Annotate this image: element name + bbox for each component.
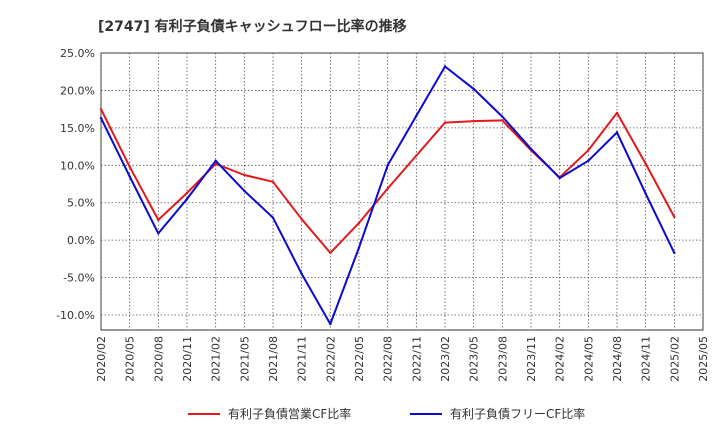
x-tick-label: 2022/11 — [410, 336, 423, 382]
x-tick-label: 2023/02 — [439, 336, 452, 382]
x-tick-label: 2023/05 — [468, 336, 481, 382]
y-axis-ticks: 25.0% 20.0% 15.0% 10.0% 5.0% 0.0% -5.0% -10.0% — [56, 47, 95, 322]
x-tick-label: 2024/08 — [611, 336, 624, 382]
data-point — [415, 154, 418, 157]
x-tick-label: 2025/05 — [697, 336, 710, 382]
data-point — [300, 218, 303, 221]
x-tick-label: 2020/11 — [181, 336, 194, 382]
x-tick-label: 2020/05 — [124, 336, 137, 382]
data-point — [673, 215, 676, 219]
data-point — [472, 87, 475, 91]
x-tick-label: 2024/05 — [582, 336, 595, 382]
x-tick-label: 2021/02 — [210, 336, 223, 382]
data-point — [644, 192, 647, 195]
y-tick-label: 25.0% — [60, 47, 95, 60]
x-tick-label: 2020/08 — [152, 336, 165, 382]
data-point — [673, 251, 676, 255]
data-point — [128, 175, 131, 178]
grid — [100, 52, 704, 330]
y-tick-label: 20.0% — [60, 84, 95, 97]
y-tick-label: 5.0% — [67, 197, 95, 210]
x-tick-label: 2022/05 — [353, 336, 366, 382]
data-point — [329, 322, 332, 326]
x-tick-label: 2021/11 — [296, 336, 309, 382]
data-point — [587, 149, 590, 152]
data-point — [128, 165, 131, 168]
x-tick-label: 2021/08 — [267, 336, 280, 382]
data-point — [214, 159, 217, 163]
data-point — [357, 246, 361, 249]
data-point — [615, 131, 619, 134]
data-point — [644, 162, 647, 165]
y-tick-label: 10.0% — [60, 159, 95, 172]
x-tick-label: 2023/11 — [525, 336, 538, 382]
data-point — [157, 232, 160, 235]
data-point — [443, 121, 447, 124]
x-tick-label: 2024/02 — [554, 336, 567, 382]
data-point — [99, 116, 103, 120]
x-tick-label: 2023/08 — [496, 336, 509, 382]
data-point — [501, 119, 504, 122]
chart-title: [2747] 有利子負債キャッシュフロー比率の推移 — [98, 18, 407, 35]
data-point — [185, 197, 189, 201]
x-tick-label: 2022/02 — [324, 336, 337, 382]
x-tick-label: 2020/02 — [95, 336, 108, 382]
x-tick-label: 2025/02 — [668, 336, 681, 382]
x-tick-label: 2022/08 — [382, 336, 395, 382]
data-point — [99, 107, 103, 111]
y-tick-label: -10.0% — [56, 309, 95, 322]
data-point — [329, 251, 332, 255]
data-point — [185, 191, 189, 195]
data-point — [386, 187, 389, 190]
legend-label: 有利子負債フリーCF比率 — [450, 406, 585, 421]
data-point — [558, 176, 561, 180]
y-tick-label: 15.0% — [60, 122, 95, 135]
data-point — [300, 272, 303, 276]
data-point — [529, 147, 533, 151]
x-tick-label: 2024/11 — [640, 336, 653, 382]
legend: 有利子負債営業CF比率 有利子負債フリーCF比率 — [188, 406, 585, 421]
data-point — [357, 221, 361, 225]
data-point — [501, 115, 504, 118]
data-point — [587, 159, 590, 163]
data-point — [243, 173, 246, 177]
data-point — [243, 189, 246, 192]
series-lines — [99, 65, 676, 326]
data-point — [443, 65, 447, 68]
legend-label: 有利子負債営業CF比率 — [228, 406, 351, 421]
data-point — [615, 111, 619, 115]
y-tick-label: 0.0% — [67, 234, 95, 247]
x-tick-label: 2021/05 — [238, 336, 251, 382]
data-point — [271, 216, 275, 219]
plot-area — [100, 52, 704, 331]
x-axis-ticks: 2020/02 2020/05 2020/08 2020/11 2021/02 2021/… — [95, 336, 710, 382]
data-point — [415, 114, 418, 118]
y-tick-label: -5.0% — [63, 272, 95, 285]
data-point — [386, 164, 389, 167]
data-point — [271, 180, 275, 183]
data-point — [472, 119, 475, 123]
data-point — [157, 218, 160, 222]
